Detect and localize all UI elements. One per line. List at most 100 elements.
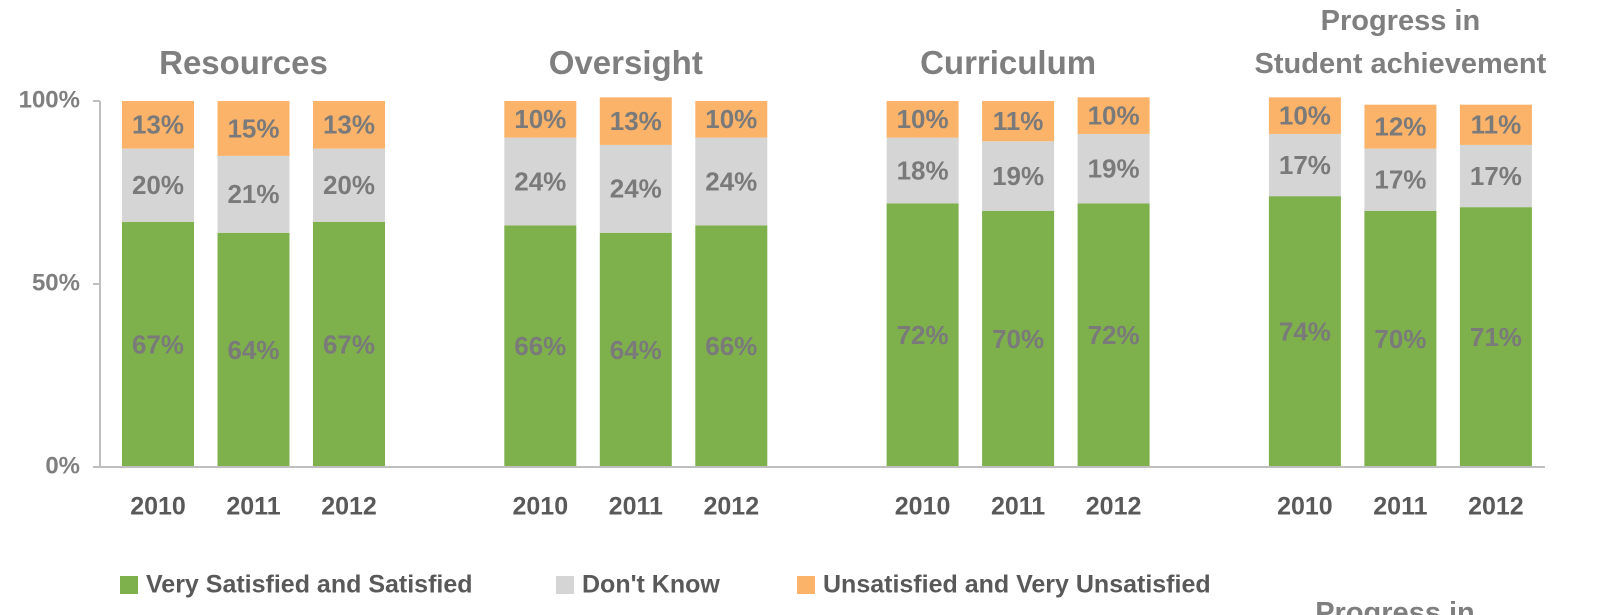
- data-label: 18%: [897, 155, 949, 185]
- x-tick-label: 2010: [130, 493, 186, 521]
- data-label: 20%: [323, 170, 375, 200]
- data-label: 24%: [705, 166, 757, 196]
- bar-segment: [1268, 133, 1341, 197]
- legend-swatch: [556, 576, 574, 594]
- legend-label: Don't Know: [582, 571, 720, 599]
- bar-segment: [313, 221, 385, 467]
- data-label: 24%: [514, 166, 566, 196]
- bar-segment: [1268, 196, 1341, 467]
- bar-segment: [504, 137, 577, 226]
- bar-segment: [1268, 97, 1341, 134]
- legend-label: Unsatisfied and Very Unsatisfied: [823, 571, 1211, 599]
- x-tick-label: 2010: [895, 493, 951, 521]
- x-tick-label: 2012: [703, 493, 759, 521]
- data-label: 72%: [1088, 320, 1140, 350]
- data-label: 19%: [992, 161, 1044, 191]
- group-title: Resources: [159, 44, 328, 81]
- bar-segment: [1459, 207, 1532, 467]
- data-label: 17%: [1470, 161, 1522, 191]
- x-tick-label: 2012: [1086, 493, 1142, 521]
- data-label: 11%: [993, 106, 1044, 136]
- data-label: 13%: [132, 110, 184, 140]
- x-tick-label: 2011: [609, 493, 663, 521]
- data-label: 21%: [227, 179, 279, 209]
- data-label: 64%: [227, 335, 279, 365]
- y-tick-label: 50%: [32, 269, 80, 296]
- bar-segment: [1459, 144, 1532, 208]
- bar-segment: [313, 101, 385, 149]
- x-tick-label: 2011: [991, 493, 1045, 521]
- data-label: 11%: [1471, 110, 1522, 140]
- data-label: 10%: [897, 104, 949, 134]
- x-tick-label: 2012: [1468, 493, 1524, 521]
- bar-segment: [599, 232, 672, 467]
- data-label: 13%: [610, 106, 662, 136]
- data-label: 71%: [1470, 322, 1522, 352]
- bar-segment: [886, 203, 959, 468]
- bar-segment: [1364, 210, 1437, 468]
- data-label: 10%: [1088, 101, 1140, 131]
- bar-segment: [695, 225, 768, 467]
- bar-segment: [886, 137, 959, 204]
- y-tick-label: 100%: [19, 86, 80, 113]
- bar-segment: [217, 232, 290, 467]
- bar-segment: [982, 141, 1055, 211]
- legend-swatch: [120, 576, 138, 594]
- bar-segment: [599, 97, 672, 145]
- bar-segment: [122, 148, 194, 222]
- data-label: 64%: [610, 335, 662, 365]
- bar-segment: [982, 101, 1055, 142]
- bar-segment: [217, 101, 290, 156]
- data-label: 67%: [132, 329, 184, 359]
- y-tick-label: 0%: [45, 452, 80, 479]
- bar-segment: [1077, 203, 1150, 468]
- bar-segment: [599, 144, 672, 233]
- bar-segment: [313, 148, 385, 222]
- data-label: 74%: [1279, 316, 1331, 346]
- x-tick-label: 2011: [226, 493, 280, 521]
- data-label: 70%: [992, 324, 1044, 354]
- bar-segment: [1364, 104, 1437, 149]
- x-tick-label: 2012: [321, 493, 377, 521]
- bar-segment: [504, 225, 577, 467]
- data-label: 19%: [1088, 154, 1140, 184]
- bar-segment: [695, 101, 768, 138]
- data-label: 17%: [1279, 150, 1331, 180]
- group-title: Oversight: [548, 44, 703, 81]
- legend-label: Very Satisfied and Satisfied: [146, 571, 473, 599]
- data-label: 66%: [514, 331, 566, 361]
- data-label: 67%: [323, 329, 375, 359]
- data-label: 10%: [514, 104, 566, 134]
- bar-segment: [217, 155, 290, 233]
- bar-segment: [1459, 104, 1532, 145]
- cut-off-title: Progress in: [1315, 597, 1475, 615]
- bar-segment: [1364, 148, 1437, 211]
- data-label: 72%: [897, 320, 949, 350]
- bar-segment: [1077, 133, 1150, 204]
- data-label: 70%: [1374, 324, 1426, 354]
- data-label: 17%: [1374, 165, 1426, 195]
- bar-segment: [122, 101, 194, 149]
- legend-swatch: [797, 576, 815, 594]
- bar-segment: [1077, 97, 1150, 134]
- data-label: 13%: [323, 110, 375, 140]
- data-label: 12%: [1374, 111, 1426, 141]
- data-label: 66%: [705, 331, 757, 361]
- bar-segment: [122, 221, 194, 467]
- group-title: Curriculum: [920, 44, 1097, 81]
- bar-segment: [504, 101, 577, 138]
- x-tick-label: 2010: [1277, 493, 1333, 521]
- group-title: Progress in Student achievement: [1254, 5, 1547, 80]
- data-label: 15%: [227, 113, 279, 143]
- data-label: 24%: [610, 174, 662, 204]
- data-label: 10%: [1279, 101, 1331, 131]
- data-label: 20%: [132, 170, 184, 200]
- bar-segment: [695, 137, 768, 226]
- bar-segment: [886, 101, 959, 138]
- x-tick-label: 2010: [512, 493, 568, 521]
- bar-segment: [982, 210, 1055, 468]
- x-tick-label: 2011: [1373, 493, 1427, 521]
- data-label: 10%: [705, 104, 757, 134]
